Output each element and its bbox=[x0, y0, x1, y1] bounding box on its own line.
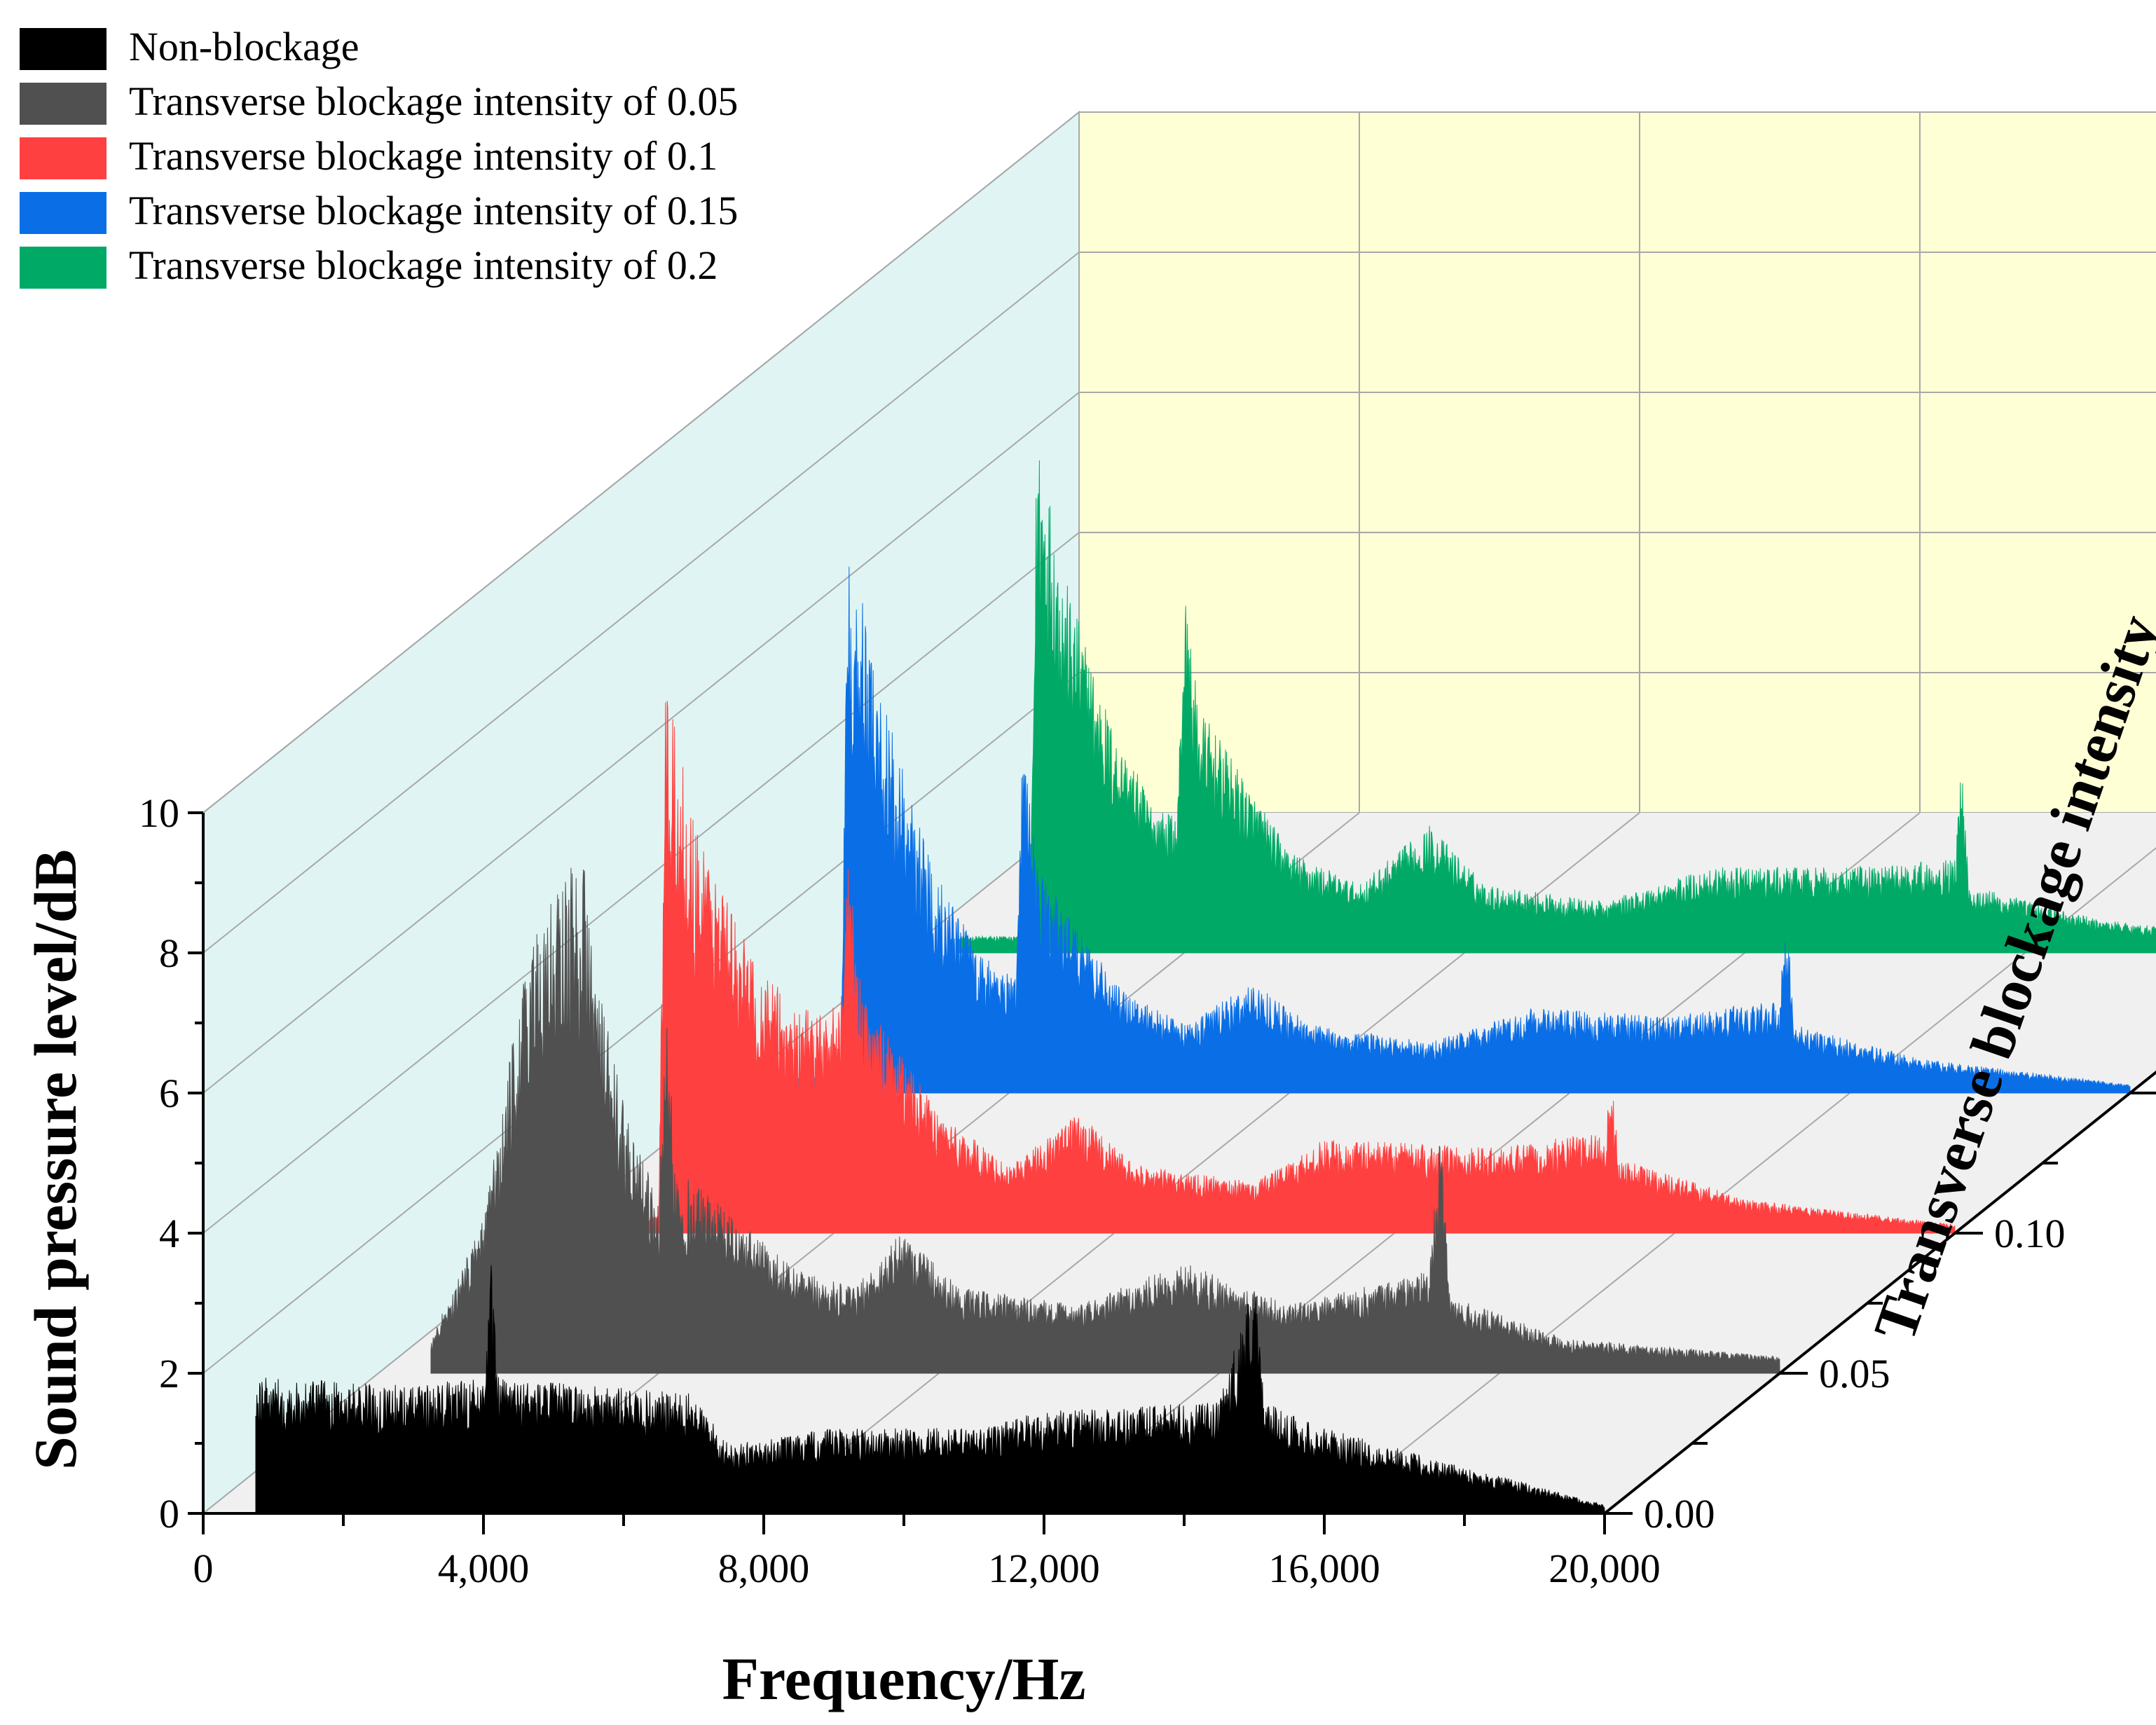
z-tick-labels: 0.000.050.100.150.20 bbox=[1644, 1211, 2066, 1537]
y-tick-label: 4 bbox=[159, 1211, 179, 1256]
z-tick-label: 0.05 bbox=[1819, 1351, 1890, 1396]
series-area-transverse-blockage-intensity-of-0-2 bbox=[956, 460, 2156, 954]
z-tick-label: 0.00 bbox=[1644, 1491, 1715, 1537]
x-tick-label: 8,000 bbox=[718, 1546, 810, 1591]
x-tick-label: 20,000 bbox=[1549, 1546, 1661, 1591]
legend-label: Transverse blockage intensity of 0.15 bbox=[129, 188, 738, 233]
series-area-transverse-blockage-intensity-of-0-05 bbox=[430, 867, 1780, 1374]
legend-label: Transverse blockage intensity of 0.05 bbox=[129, 78, 738, 124]
x-tick-label: 12,000 bbox=[988, 1546, 1100, 1591]
series-area-transverse-blockage-intensity-of-0-15 bbox=[781, 566, 2131, 1094]
left-wall-gridline bbox=[202, 672, 1080, 1374]
x-axis-title: Frequency/Hz bbox=[722, 1645, 1085, 1712]
left-wall-gridline bbox=[202, 392, 1080, 1094]
y-tick-label: 0 bbox=[159, 1491, 179, 1537]
legend: Non-blockage Transverse blockage intensit… bbox=[20, 24, 738, 289]
legend-label: Transverse blockage intensity of 0.2 bbox=[129, 242, 717, 288]
y-tick-label: 8 bbox=[159, 930, 179, 976]
y-tick-labels: 0 2 4 6 8 10 bbox=[139, 790, 179, 1537]
chart-axes bbox=[188, 811, 2156, 1534]
series-area-transverse-blockage-intensity-of-0-1 bbox=[605, 701, 1956, 1234]
x-tick-labels: 0 4,000 8,000 12,000 16,000 20,000 bbox=[193, 1546, 1661, 1591]
legend-label: Non-blockage bbox=[129, 24, 359, 69]
x-tick-label: 4,000 bbox=[438, 1546, 530, 1591]
left-wall-gridline bbox=[202, 111, 1080, 813]
series-area-non-blockage bbox=[255, 1265, 1605, 1514]
left-wall-gridline bbox=[202, 532, 1080, 1234]
legend-label: Transverse blockage intensity of 0.1 bbox=[129, 133, 717, 179]
legend-swatch bbox=[20, 83, 107, 125]
legend-swatch bbox=[20, 247, 107, 289]
left-wall-gridline bbox=[202, 252, 1080, 954]
legend-swatch bbox=[20, 28, 107, 70]
legend-swatch bbox=[20, 192, 107, 234]
legend-swatch bbox=[20, 137, 107, 179]
y-axis-title: Sound pressure level/dB bbox=[22, 849, 89, 1470]
y-tick-label: 10 bbox=[139, 790, 179, 836]
x-tick-label: 16,000 bbox=[1268, 1546, 1380, 1591]
chart-series-layer bbox=[255, 460, 2156, 1514]
z-tick-label: 0.10 bbox=[1994, 1211, 2066, 1256]
y-tick-label: 2 bbox=[159, 1351, 179, 1396]
y-tick-label: 6 bbox=[159, 1071, 179, 1116]
x-tick-label: 0 bbox=[193, 1546, 214, 1591]
back-wall bbox=[1078, 111, 2156, 813]
